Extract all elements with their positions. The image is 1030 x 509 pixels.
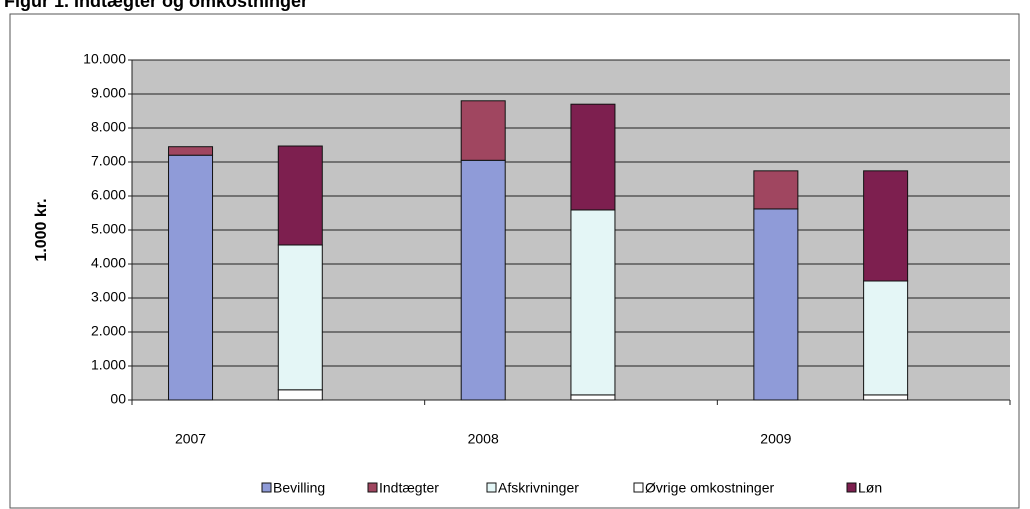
y-tick-label: 6.000 — [91, 187, 126, 203]
legend-label: Løn — [858, 480, 882, 496]
bar-segment — [277, 389, 323, 401]
bar-segment — [277, 244, 323, 391]
x-tick-label: 2009 — [760, 431, 791, 447]
y-tick-label: 2.000 — [91, 323, 126, 339]
legend-label: Indtægter — [379, 480, 439, 496]
bar-segment — [168, 146, 214, 156]
y-tick-label: 9.000 — [91, 85, 126, 101]
y-tick-label: 3.000 — [91, 289, 126, 305]
y-tick-label: 1.000 — [91, 357, 126, 373]
bar-segment — [570, 209, 616, 396]
legend-swatch — [367, 482, 378, 493]
bar-segment — [570, 394, 616, 401]
y-tick-label: 00 — [110, 391, 126, 407]
bar-segment — [277, 145, 323, 246]
legend-label: Afskrivninger — [498, 480, 579, 496]
bar-segment — [753, 170, 799, 210]
y-tick-label: 10.000 — [83, 51, 126, 67]
y-tick-label: 8.000 — [91, 119, 126, 135]
y-tick-label: 5.000 — [91, 221, 126, 237]
legend-swatch — [846, 482, 857, 493]
y-axis-title: 1.000 kr. — [33, 198, 50, 261]
legend-label: Bevilling — [273, 480, 325, 496]
legend-swatch — [486, 482, 497, 493]
bar-segment — [168, 154, 214, 401]
legend-swatch — [261, 482, 272, 493]
x-tick-label: 2008 — [468, 431, 499, 447]
bar-segment — [570, 103, 616, 211]
y-tick-label: 4.000 — [91, 255, 126, 271]
bar-segment — [863, 170, 909, 282]
bar-segment — [460, 159, 506, 401]
legend-swatch — [633, 482, 644, 493]
bar-segment — [753, 208, 799, 401]
legend-label: Øvrige omkostninger — [645, 480, 775, 496]
chart-title: Figur 1. Indtægter og omkostninger — [4, 0, 308, 11]
y-tick-label: 7.000 — [91, 153, 126, 169]
bar-segment — [863, 394, 909, 401]
bar-segment — [460, 100, 506, 161]
bar-segment — [863, 280, 909, 396]
x-tick-label: 2007 — [175, 431, 206, 447]
